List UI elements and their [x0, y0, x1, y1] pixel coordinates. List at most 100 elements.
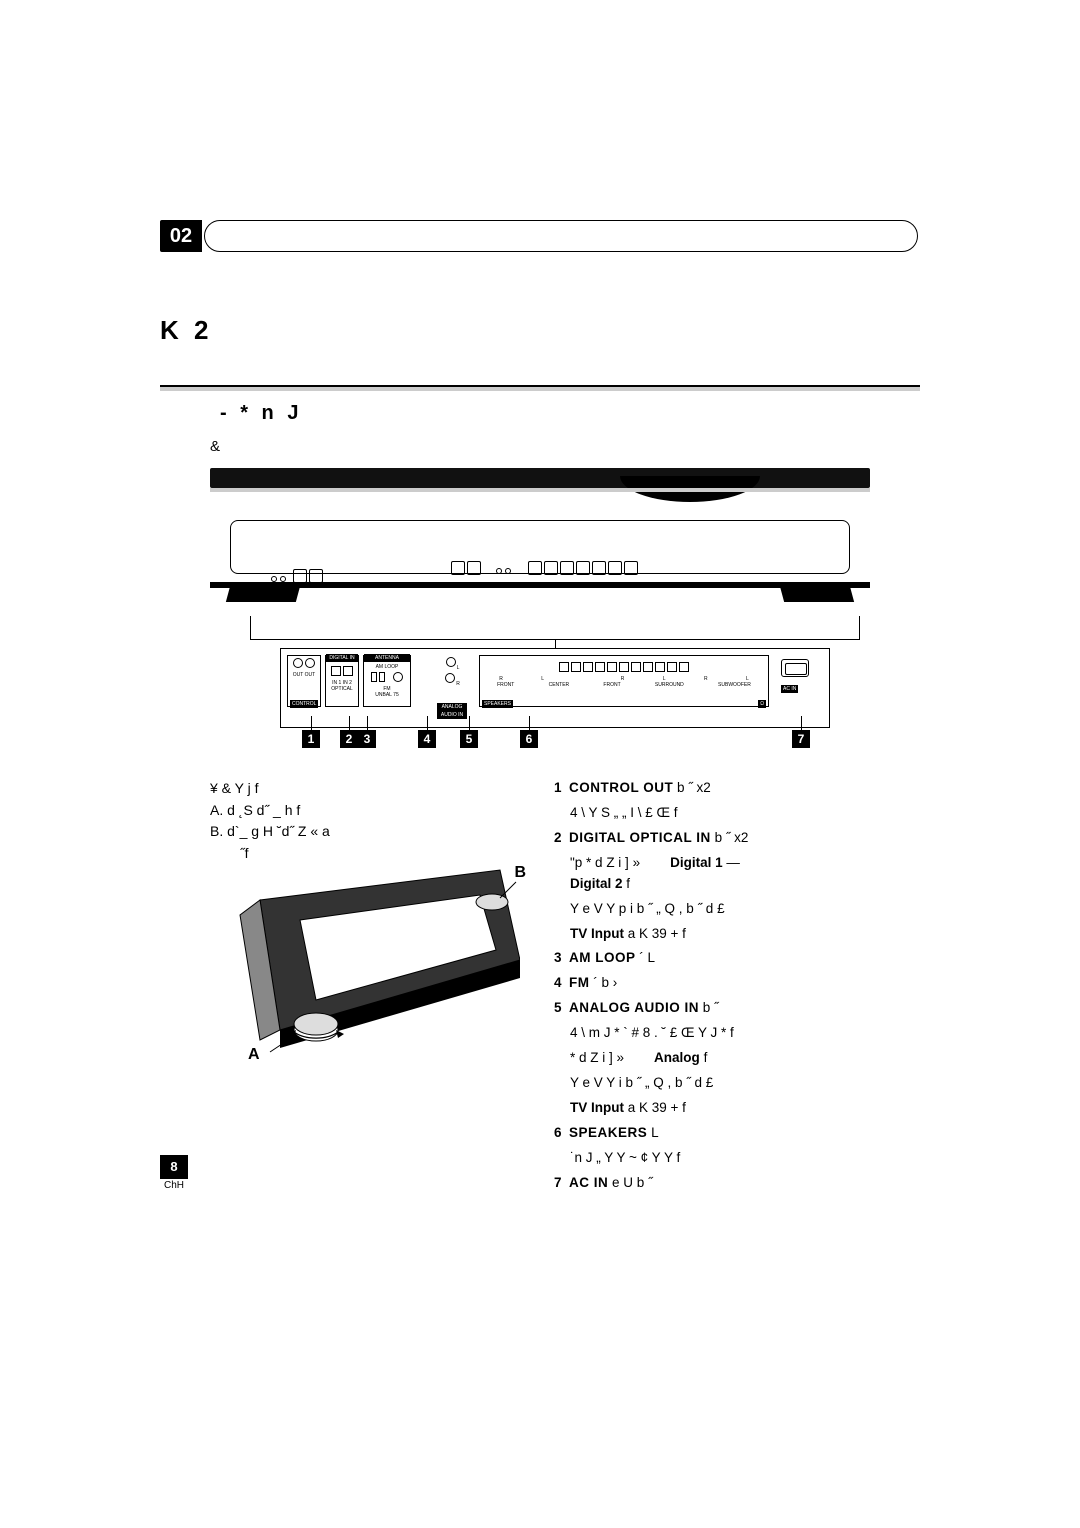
spk-surround: SURROUND: [655, 682, 684, 688]
item2-bold1: Digital 1: [670, 855, 723, 870]
callout-leader-3: [367, 716, 368, 730]
label-audio-in: AUDIO IN: [437, 711, 467, 719]
spk-center: CENTER: [549, 682, 570, 688]
item4-suffix: ´ b ›: [593, 975, 617, 990]
item-1: 1 CONTROL OUT b ˝ x2: [554, 778, 924, 799]
section-rule: [160, 385, 920, 391]
item2-tvinput: TV Input: [570, 926, 624, 941]
item4-title: FM: [569, 975, 590, 990]
item2-desc-line2: Digital 2 f: [554, 874, 924, 895]
item4-num: 4: [554, 975, 562, 990]
label-optical: OPTICAL: [326, 686, 358, 692]
item5-suffix: b ˝: [703, 1000, 719, 1015]
page-lang: ChH: [164, 1180, 184, 1191]
rear-foot-left: [226, 586, 300, 602]
left-line-a: A. d ˛S d˝ _ h f: [210, 800, 530, 822]
chapter-heading-pill: [204, 220, 918, 252]
label-speakers: SPEAKERS: [482, 700, 513, 708]
item-6: 6 SPEAKERS L: [554, 1123, 924, 1144]
item5-line3: Y e V Y i b ˝ „ Q , b ˝ d £: [554, 1073, 924, 1094]
item5-desc2: * d Z i ] » Analog f: [554, 1048, 924, 1069]
item5-desc2-post: f: [704, 1050, 708, 1065]
callout-leader-2: [349, 716, 350, 730]
rear-slot: [230, 520, 850, 574]
item-2: 2 DIGITAL OPTICAL IN b ˝ x2: [554, 828, 924, 849]
item-4: 4 FM ´ b ›: [554, 973, 924, 994]
knob-label-a: A: [248, 1046, 260, 1064]
item5-tvrest: a K 39 + f: [628, 1100, 686, 1115]
item3-suffix: ´ L: [639, 950, 655, 965]
item6-suffix: L: [651, 1125, 659, 1140]
chapter-number-tab: 02: [160, 220, 202, 252]
item6-num: 6: [554, 1125, 562, 1140]
item7-title: AC IN: [569, 1175, 608, 1190]
callout-leader-7: [801, 716, 802, 730]
zoom-ac-in: AC IN: [781, 659, 821, 695]
item2-tv: TV Input a K 39 + f: [554, 924, 924, 945]
spk-sub: SUBWOOFER: [718, 682, 751, 688]
label-antenna: ANTENNA: [364, 654, 410, 662]
item2-desc-line1: "p * d Z i ] » Digital 1 —: [554, 853, 924, 874]
callout-6: 6: [520, 730, 538, 748]
knob-a-top: [294, 1013, 338, 1035]
item2-line3: Y e V Y p i b ˝ „ Q , b ˝ d £: [554, 899, 924, 920]
page-number: 8: [160, 1155, 188, 1179]
item2-desc-pre: "p * d Z i ] »: [570, 855, 640, 870]
callout-1: 1: [302, 730, 320, 748]
item5-num: 5: [554, 1000, 562, 1015]
knob-diagram: B A: [220, 860, 520, 1060]
callout-7: 7: [792, 730, 810, 748]
callout-leader-5: [469, 716, 470, 730]
rear-ports-row: [451, 561, 751, 589]
item7-suffix: e U b ˝: [612, 1175, 653, 1190]
iec-socket-icon: [781, 659, 809, 677]
left-column: ¥ & Y j f A. d ˛S d˝ _ h f B. d`_ g H ˘d…: [210, 778, 530, 865]
label-R: R: [456, 681, 460, 687]
label-analog: ANALOG: [437, 703, 467, 711]
item1-desc: 4 \ Y S „ „ I \ £ Œ f: [554, 803, 924, 824]
left-line-b: B. d`_ g H ˘d˝ Z « a: [210, 821, 530, 843]
rear-foot-right: [780, 586, 854, 602]
item2-bold2: Digital 2: [570, 876, 623, 891]
spk-front2: FRONT: [603, 682, 620, 688]
callout-3: 3: [358, 730, 376, 748]
item-3: 3 AM LOOP ´ L: [554, 948, 924, 969]
item-5: 5 ANALOG AUDIO IN b ˝: [554, 998, 924, 1019]
callout-5: 5: [460, 730, 478, 748]
item3-num: 3: [554, 950, 562, 965]
item3-title: AM LOOP: [569, 950, 636, 965]
item5-desc2-pre: * d Z i ] »: [570, 1050, 624, 1065]
knob-svg: [220, 860, 520, 1060]
callout-leader-6: [529, 716, 530, 730]
zoom-antenna: ANTENNA AM LOOP FM UNBAL 75: [363, 655, 411, 707]
callout-4: 4: [418, 730, 436, 748]
zoom-leader: [250, 616, 860, 640]
item5-tvinput: TV Input: [570, 1100, 624, 1115]
callout-leader-4: [427, 716, 428, 730]
label-out2: OUT: [305, 672, 316, 678]
label-ohm: Ω: [758, 700, 766, 708]
label-digital-in: DIGITAL IN: [326, 654, 358, 662]
rear-body: [210, 488, 870, 588]
item1-num: 1: [554, 780, 562, 795]
spk-r2: R: [621, 676, 625, 682]
label-out1: OUT: [293, 672, 303, 678]
callout-leader-1: [311, 716, 312, 730]
knob-label-b: B: [514, 864, 526, 882]
callout-2: 2: [340, 730, 358, 748]
item5-bold: Analog: [654, 1050, 700, 1065]
label-control: CONTROL: [290, 700, 318, 708]
item2-tvrest: a K 39 + f: [628, 926, 686, 941]
chapter-title: K 2: [160, 315, 212, 346]
zoom-analog: L R ANALOG AUDIO IN: [437, 655, 467, 707]
item5-desc1: 4 \ m J * ` # 8 . ˘ £ Œ Y J * f: [554, 1023, 924, 1044]
item2-title: DIGITAL OPTICAL IN: [569, 830, 711, 845]
label-ac-in: AC IN: [781, 685, 798, 693]
rear-lid: [210, 468, 870, 488]
item1-title: CONTROL OUT: [569, 780, 673, 795]
item6-title: SPEAKERS: [569, 1125, 647, 1140]
label-unbal: UNBAL 75: [364, 692, 410, 698]
zoom-speakers: R L R L R L FRONT CENTER FRONT SURROUND …: [479, 655, 769, 707]
spk-front1: FRONT: [497, 682, 514, 688]
item2-suffix: b ˝ x2: [715, 830, 749, 845]
